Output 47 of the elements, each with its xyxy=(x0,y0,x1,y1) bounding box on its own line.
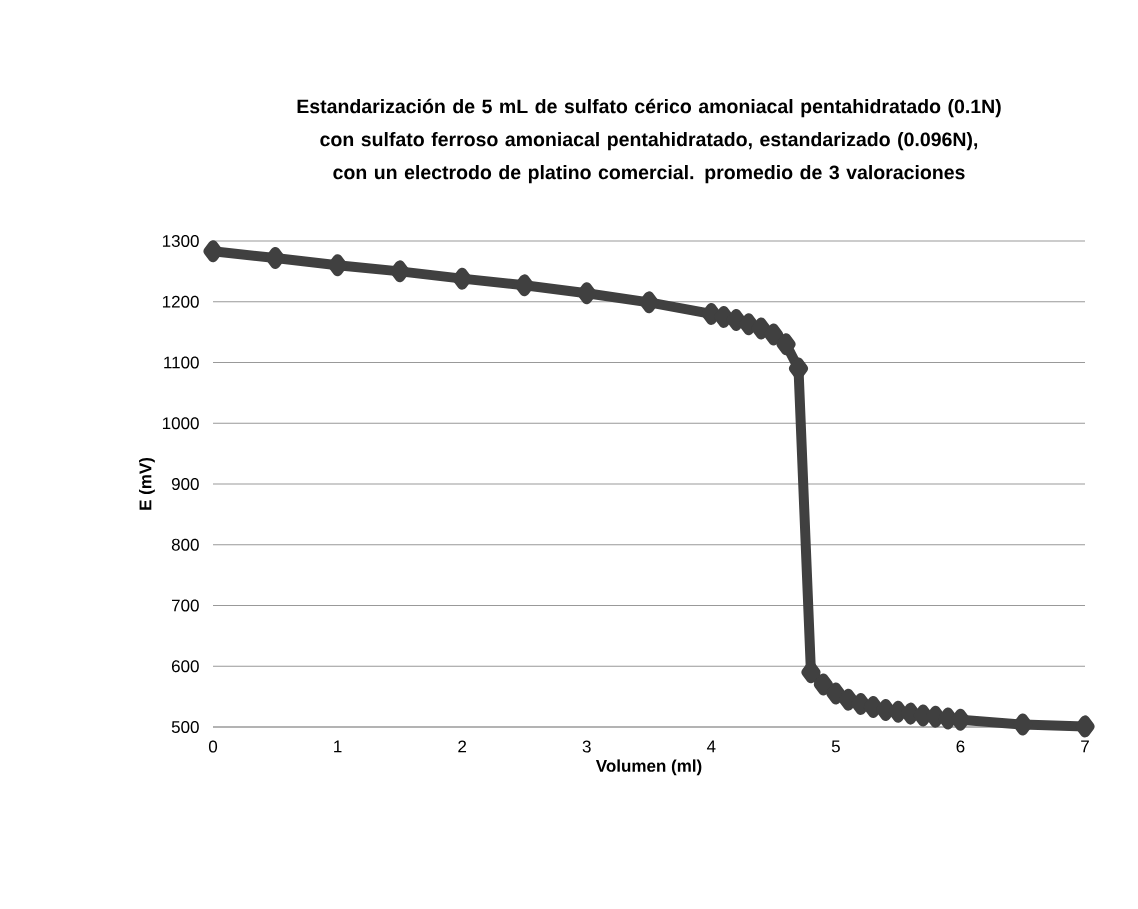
point xyxy=(838,688,858,711)
y-tick-label: 1100 xyxy=(164,356,199,369)
x-tick-label: 5 xyxy=(831,740,840,753)
point xyxy=(950,708,970,731)
point xyxy=(203,240,223,263)
x-tick-label: 7 xyxy=(1081,740,1089,753)
point xyxy=(901,702,921,725)
point xyxy=(764,323,784,346)
point xyxy=(452,267,472,290)
chart-title: Estandarización de 5 mL de sulfato cérico amoniacal pentahidratado (0.1N) con sulfato ferroso amoniacal pentahidratado, estandarizado (0.096N), con un electrodo de platino comercial. promedio de 3 valoraciones xyxy=(297,98,1001,184)
y-tick-label: 600 xyxy=(171,660,199,673)
point xyxy=(390,260,410,283)
y-tick-label: 1000 xyxy=(162,417,199,430)
point xyxy=(714,305,734,328)
point xyxy=(328,254,348,277)
point xyxy=(701,302,721,325)
x-tick-label: 6 xyxy=(956,740,965,753)
point xyxy=(1013,713,1033,736)
point xyxy=(813,673,833,696)
y-tick-label: 500 xyxy=(171,720,199,734)
point xyxy=(1075,715,1095,738)
point xyxy=(801,661,821,684)
x-tick-label: 2 xyxy=(458,740,467,753)
y-axis-title: E (mV) xyxy=(138,457,155,510)
x-tick-label: 1 xyxy=(334,740,342,753)
point xyxy=(265,246,285,269)
point xyxy=(826,682,846,705)
point xyxy=(888,700,908,723)
point xyxy=(851,692,871,715)
y-tick-label: 900 xyxy=(171,477,199,491)
x-tick-label: 0 xyxy=(208,740,218,753)
point xyxy=(514,274,534,297)
point xyxy=(726,308,746,331)
y-tick-label: 1300 xyxy=(162,234,199,248)
point xyxy=(751,317,771,340)
point xyxy=(789,357,808,380)
point xyxy=(739,313,759,336)
point xyxy=(863,695,883,718)
x-tick-label: 3 xyxy=(582,740,591,753)
y-tick-label: 700 xyxy=(172,599,199,612)
x-axis-title: Volumen (ml) xyxy=(595,759,702,776)
y-tick-label: 800 xyxy=(171,538,199,551)
x-tick-label: 4 xyxy=(706,740,716,753)
point xyxy=(577,282,597,305)
y-tick-label: 1200 xyxy=(162,295,199,308)
point xyxy=(776,333,796,356)
point xyxy=(639,291,659,314)
